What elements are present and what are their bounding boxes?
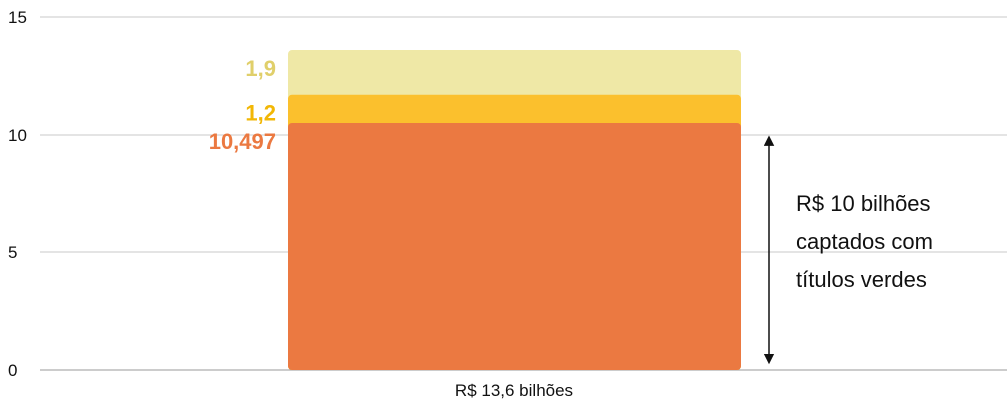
data-label-3: 1,9 (245, 56, 276, 81)
bar-data-labels: 10,497 1,2 1,9 (209, 56, 276, 154)
category-label: R$ 13,6 bilhões (455, 381, 573, 400)
bar-stack (288, 50, 741, 371)
bar-segment-1 (288, 122, 741, 370)
y-tick-label-0: 0 (8, 361, 17, 380)
annotation-line-1: R$ 10 bilhões (796, 191, 931, 216)
y-axis-ticks: 0 5 10 15 (8, 8, 27, 380)
data-label-2: 1,2 (245, 101, 276, 126)
data-label-1: 10,497 (209, 129, 276, 154)
annotation-line-3: títulos verdes (796, 267, 927, 292)
annotation-line-2: captados com (796, 229, 933, 254)
y-tick-label-15: 15 (8, 8, 27, 27)
annotation-text: R$ 10 bilhões captados com títulos verde… (796, 191, 933, 292)
y-tick-label-10: 10 (8, 126, 27, 145)
y-tick-label-5: 5 (8, 243, 17, 262)
